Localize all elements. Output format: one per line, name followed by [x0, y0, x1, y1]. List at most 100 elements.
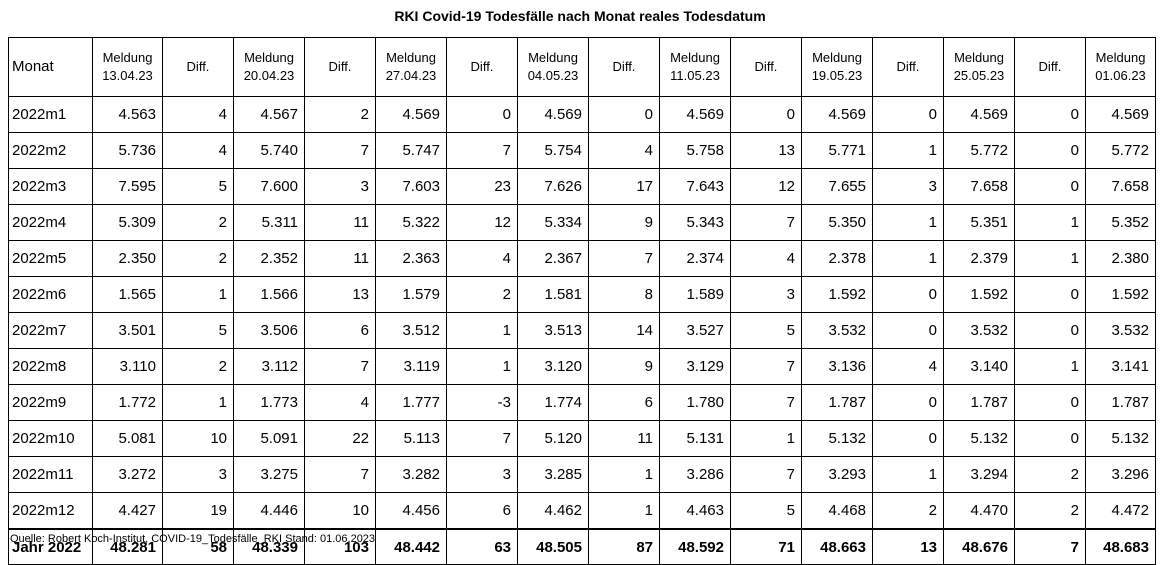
diff-cell: 3	[730, 276, 802, 313]
diff-cell: 10	[304, 492, 376, 530]
diff-cell: 13	[872, 528, 944, 565]
meldung-cell: 3.532	[801, 312, 873, 349]
meldung-cell: 3.112	[233, 348, 305, 385]
meldung-cell: 4.456	[375, 492, 447, 530]
diff-cell: 13	[730, 132, 802, 169]
meldung-cell: 5.747	[375, 132, 447, 169]
meldung-cell: 3.532	[1085, 312, 1156, 349]
meldung-cell: 4.567	[233, 96, 305, 133]
meldung-cell: 5.113	[375, 420, 447, 457]
diff-cell: 7	[730, 348, 802, 385]
table-row: 2022m8 3.110 2 3.112 7 3.119 1 3.120 9 3.129 7 3.13…	[8, 348, 1156, 385]
diff-cell: 5	[162, 312, 234, 349]
meldung-cell: 7.603	[375, 168, 447, 205]
meldung-cell: 1.592	[1085, 276, 1156, 313]
meldung-cell: 1.774	[517, 384, 589, 421]
diff-cell: 1	[588, 492, 660, 530]
diff-cell: 2	[162, 240, 234, 277]
diff-cell: 12	[446, 204, 518, 241]
month-cell: 2022m4	[8, 204, 93, 241]
diff-cell: 7	[304, 456, 376, 493]
diff-cell: 13	[304, 276, 376, 313]
diff-cell: 5	[162, 168, 234, 205]
meldung-cell: 3.120	[517, 348, 589, 385]
diff-cell: 14	[588, 312, 660, 349]
diff-cell: 7	[304, 132, 376, 169]
meldung-cell: 5.350	[801, 204, 873, 241]
table-title: RKI Covid-19 Todesfälle nach Monat reale…	[394, 8, 766, 24]
diff-cell: 1	[162, 384, 234, 421]
diff-cell: 4	[588, 132, 660, 169]
diff-cell: 0	[1014, 420, 1086, 457]
table-body: 2022m1 4.563 4 4.567 2 4.569 0 4.569 0 4.569 0 4.56…	[8, 96, 1156, 565]
diff-cell: 63	[446, 528, 518, 565]
header-meldung: Meldung 13.04.23	[92, 37, 163, 97]
meldung-cell: 5.352	[1085, 204, 1156, 241]
meldung-cell: 3.141	[1085, 348, 1156, 385]
meldung-cell: 5.771	[801, 132, 873, 169]
diff-cell: 71	[730, 528, 802, 565]
header-meldung: Meldung 20.04.23	[233, 37, 305, 97]
diff-cell: 1	[1014, 204, 1086, 241]
diff-cell: 2	[162, 204, 234, 241]
meldung-cell: 1.772	[92, 384, 163, 421]
meldung-cell: 2.378	[801, 240, 873, 277]
table-row: 2022m7 3.501 5 3.506 6 3.512 1 3.513 14 3.527 5 3.5…	[8, 312, 1156, 349]
meldung-cell: 2.367	[517, 240, 589, 277]
meldung-cell: 4.569	[943, 96, 1015, 133]
meldung-cell: 5.081	[92, 420, 163, 457]
meldung-cell: 4.569	[801, 96, 873, 133]
month-cell: 2022m9	[8, 384, 93, 421]
meldung-cell: 4.446	[233, 492, 305, 530]
diff-cell: 1	[588, 456, 660, 493]
meldung-cell: 3.275	[233, 456, 305, 493]
meldung-cell: 5.091	[233, 420, 305, 457]
meldung-cell: 3.119	[375, 348, 447, 385]
diff-cell: 7	[446, 132, 518, 169]
header-diff: Diff.	[162, 37, 234, 97]
meldung-cell: 48.676	[943, 528, 1015, 565]
meldung-cell: 1.592	[943, 276, 1015, 313]
diff-cell: -3	[446, 384, 518, 421]
meldung-cell: 48.442	[375, 528, 447, 565]
diff-cell: 0	[1014, 276, 1086, 313]
diff-cell: 7	[1014, 528, 1086, 565]
meldung-cell: 7.658	[943, 168, 1015, 205]
meldung-cell: 3.501	[92, 312, 163, 349]
meldung-cell: 3.513	[517, 312, 589, 349]
meldung-cell: 3.286	[659, 456, 731, 493]
diff-cell: 3	[446, 456, 518, 493]
diff-cell: 19	[162, 492, 234, 530]
meldung-cell: 48.592	[659, 528, 731, 565]
diff-cell: 2	[304, 96, 376, 133]
meldung-cell: 2.363	[375, 240, 447, 277]
meldung-cell: 5.343	[659, 204, 731, 241]
meldung-cell: 5.132	[1085, 420, 1156, 457]
meldung-cell: 3.272	[92, 456, 163, 493]
header-diff: Diff.	[872, 37, 944, 97]
meldung-cell: 5.740	[233, 132, 305, 169]
table-row: 2022m1 4.563 4 4.567 2 4.569 0 4.569 0 4.569 0 4.56…	[8, 96, 1156, 133]
month-cell: 2022m3	[8, 168, 93, 205]
meldung-cell: 4.569	[659, 96, 731, 133]
diff-cell: 1	[162, 276, 234, 313]
header-diff: Diff.	[1014, 37, 1086, 97]
diff-cell: 0	[1014, 384, 1086, 421]
diff-cell: 1	[872, 240, 944, 277]
month-cell: 2022m7	[8, 312, 93, 349]
diff-cell: 0	[1014, 312, 1086, 349]
diff-cell: 4	[730, 240, 802, 277]
meldung-cell: 5.736	[92, 132, 163, 169]
diff-cell: 5	[730, 492, 802, 530]
meldung-cell: 1.787	[801, 384, 873, 421]
meldung-cell: 5.120	[517, 420, 589, 457]
diff-cell: 0	[872, 312, 944, 349]
month-cell: 2022m1	[8, 96, 93, 133]
meldung-cell: 1.773	[233, 384, 305, 421]
diff-cell: 7	[730, 204, 802, 241]
meldung-cell: 4.569	[517, 96, 589, 133]
diff-cell: 11	[588, 420, 660, 457]
header-diff: Diff.	[588, 37, 660, 97]
meldung-cell: 5.758	[659, 132, 731, 169]
diff-cell: 9	[588, 348, 660, 385]
